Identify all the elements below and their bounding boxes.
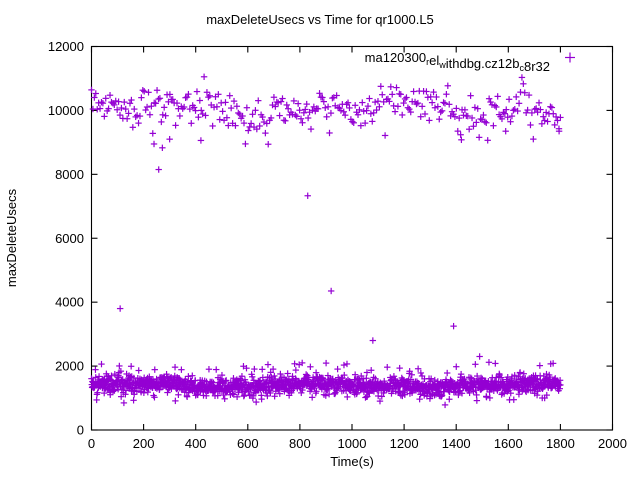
data-point-series bbox=[88, 73, 564, 409]
y-tick-label: 6000 bbox=[55, 231, 84, 246]
y-axis-label: maxDeleteUsecs bbox=[4, 188, 19, 287]
x-tick-label: 0 bbox=[88, 436, 95, 451]
y-axis-tick-labels: 0 2000 4000 6000 8000 10000 12000 bbox=[48, 39, 84, 438]
y-tick-label: 10000 bbox=[48, 103, 84, 118]
x-tick-label: 200 bbox=[133, 436, 155, 451]
y-tick-label: 12000 bbox=[48, 39, 84, 54]
x-tick-label: 1000 bbox=[338, 436, 367, 451]
x-tick-label: 1200 bbox=[390, 436, 419, 451]
legend-marker-plus-icon bbox=[565, 52, 575, 63]
x-tick-label: 600 bbox=[237, 436, 259, 451]
x-tick-label: 1600 bbox=[494, 436, 523, 451]
x-axis-label: Time(s) bbox=[330, 454, 374, 469]
chart-title: maxDeleteUsecs vs Time for qr1000.L5 bbox=[206, 12, 434, 27]
x-tick-label: 800 bbox=[289, 436, 311, 451]
x-axis-tick-labels: 0 200 400 600 800 1000 1200 1400 1600 1800 2000 bbox=[88, 436, 627, 451]
y-tick-label: 4000 bbox=[55, 295, 84, 310]
x-tick-label: 1800 bbox=[546, 436, 575, 451]
legend-series-label: ma120300relwithdbg.cz12bc8r32 bbox=[365, 50, 550, 74]
x-tick-label: 400 bbox=[185, 436, 207, 451]
y-tick-label: 0 bbox=[77, 423, 84, 438]
legend: ma120300relwithdbg.cz12bc8r32 bbox=[365, 50, 575, 74]
plot-border bbox=[90, 45, 614, 431]
y-tick-label: 8000 bbox=[55, 167, 84, 182]
x-tick-label: 1400 bbox=[442, 436, 471, 451]
x-tick-label: 2000 bbox=[598, 436, 627, 451]
y-tick-label: 2000 bbox=[55, 359, 84, 374]
